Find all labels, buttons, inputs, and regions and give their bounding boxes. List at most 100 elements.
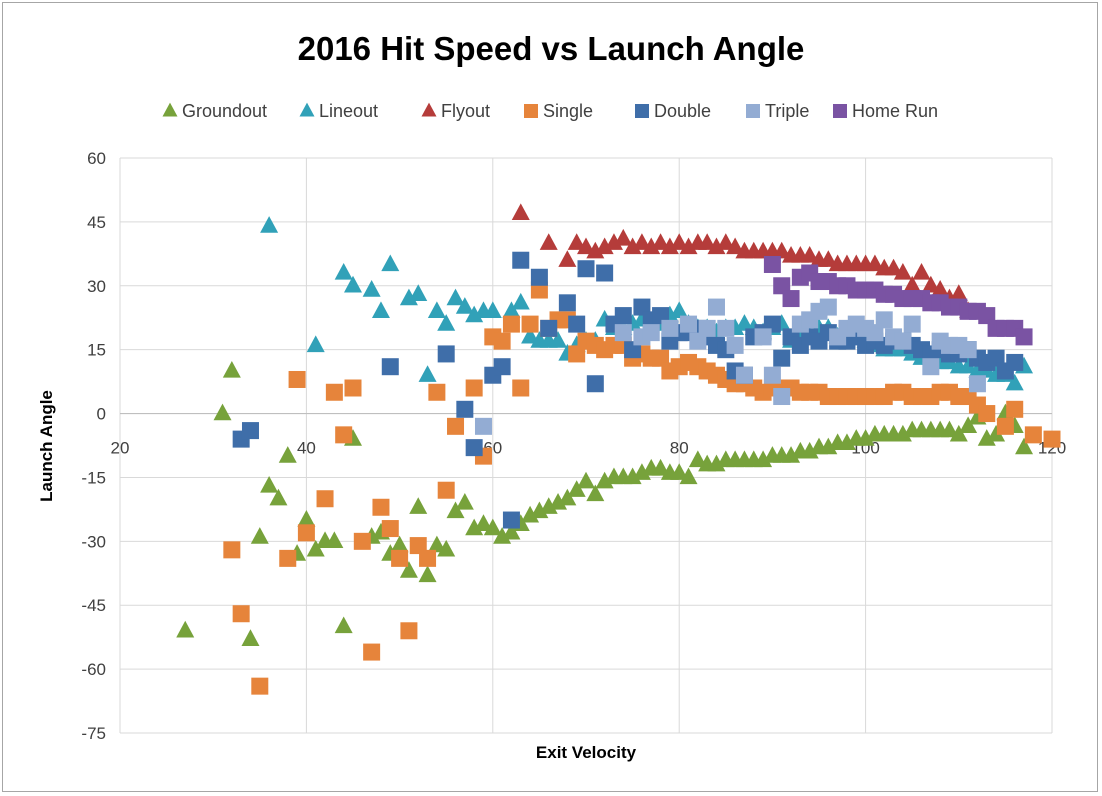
data-point [595,471,614,489]
data-point [754,328,772,346]
data-point [549,493,568,510]
data-point [698,233,717,250]
data-point [483,301,502,318]
data-point [465,439,483,457]
legend-item: Double [635,101,711,121]
data-point [176,620,195,638]
data-point [893,424,912,442]
data-point [595,237,614,255]
data-point [455,297,474,314]
data-point [521,315,539,333]
data-point [558,488,577,506]
series-home-run [763,255,1033,346]
data-point [688,450,707,468]
data-point [1015,437,1034,455]
data-point [381,520,399,538]
data-point [922,358,940,376]
data-point [372,498,390,516]
data-point [213,403,232,421]
y-tick-label: -75 [81,724,106,743]
data-point [968,375,986,393]
data-point [670,233,689,250]
data-point [437,345,455,363]
data-point [418,365,437,382]
data-point [773,349,791,367]
data-point [1043,430,1061,448]
data-point [558,294,576,312]
y-axis-ticks: 60 45 30 15 0 -15 -30 -45 -60 -75 [81,149,106,743]
data-point [306,539,325,557]
data-point [959,416,978,433]
legend-item: Single [524,101,593,121]
data-point [903,315,921,333]
legend-label: Flyout [441,101,490,121]
data-point [437,539,456,557]
data-point [223,541,241,559]
data-point [399,561,418,578]
data-point [726,336,744,354]
data-point [651,233,670,250]
data-point [978,405,996,423]
legend-label: Groundout [182,101,267,121]
legend-label: Single [543,101,593,121]
data-point [260,216,279,233]
data-point [409,284,428,301]
data-point [465,518,484,536]
data-point [763,366,781,384]
data-point [949,424,968,442]
data-point [521,326,540,344]
data-point [773,388,791,406]
data-point [530,281,548,299]
data-point [391,549,409,567]
series-groundout [176,360,1034,646]
data-point [735,366,753,384]
y-tick-label: -60 [81,660,106,679]
data-point [614,307,632,325]
data-point [400,622,418,640]
data-point [539,497,558,514]
y-tick-label: 0 [97,405,106,424]
data-point [726,237,745,255]
data-point [567,233,586,250]
data-point [446,288,465,306]
data-point [670,301,689,318]
y-tick-label: -45 [81,596,106,615]
data-point [493,332,511,350]
data-point [344,379,362,397]
data-point [754,450,773,468]
data-point [633,298,651,316]
data-point [698,319,716,337]
data-point [865,254,884,272]
data-point [623,237,642,255]
legend-item: Lineout [299,101,378,121]
data-point [325,531,344,548]
data-point [856,429,875,446]
data-point [316,490,334,508]
data-point [717,319,735,337]
data-point [381,254,400,272]
legend-item: Flyout [421,101,490,121]
data-point [465,379,483,397]
data-point [362,280,381,297]
data-point [540,319,558,337]
data-points [176,203,1061,695]
y-tick-label: 45 [87,213,106,232]
data-point [288,370,306,388]
data-point [567,480,586,497]
data-point [419,549,437,567]
data-point [1006,353,1024,371]
legend-label: Lineout [319,101,378,121]
series-triple [474,298,986,435]
x-tick-label: 20 [111,439,130,458]
legend-label: Home Run [852,101,938,121]
data-point [493,527,512,544]
data-point [483,518,502,536]
data-point [381,358,399,376]
x-tick-label: 80 [670,439,689,458]
data-point [707,237,726,255]
data-point [819,250,838,267]
data-point [586,241,605,259]
data-point [903,275,922,293]
series-flyout [511,203,978,318]
